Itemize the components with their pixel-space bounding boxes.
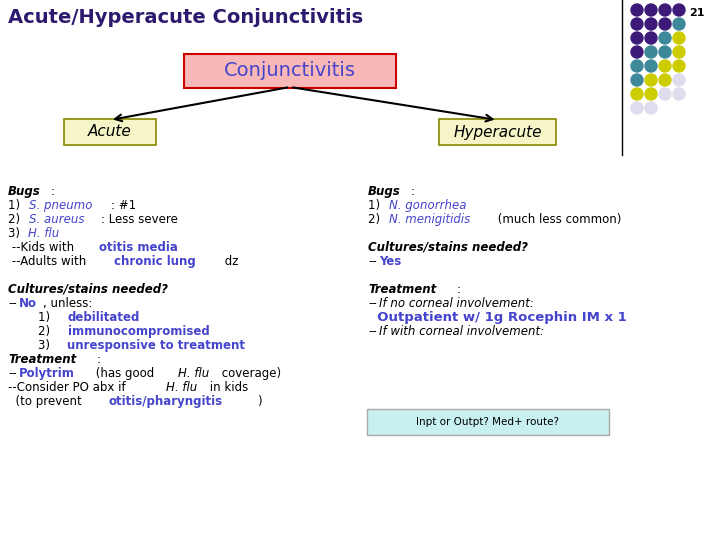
Text: : Less severe: : Less severe bbox=[101, 213, 178, 226]
Text: 1): 1) bbox=[368, 199, 384, 212]
Text: --: -- bbox=[368, 325, 377, 338]
Text: :: : bbox=[50, 185, 55, 198]
Circle shape bbox=[673, 88, 685, 100]
FancyBboxPatch shape bbox=[184, 54, 396, 88]
Circle shape bbox=[645, 46, 657, 58]
Circle shape bbox=[659, 60, 671, 72]
Circle shape bbox=[659, 18, 671, 30]
Text: Polytrim: Polytrim bbox=[19, 367, 75, 380]
Text: Acute: Acute bbox=[88, 125, 132, 139]
Text: N. menigitidis: N. menigitidis bbox=[389, 213, 470, 226]
Text: Treatment: Treatment bbox=[368, 283, 436, 296]
Circle shape bbox=[673, 4, 685, 16]
Text: coverage): coverage) bbox=[218, 367, 282, 380]
Text: 1): 1) bbox=[8, 311, 54, 324]
Text: :: : bbox=[410, 185, 415, 198]
Text: Cultures/stains needed?: Cultures/stains needed? bbox=[8, 283, 168, 296]
Text: 3): 3) bbox=[8, 339, 54, 352]
Circle shape bbox=[673, 32, 685, 44]
Text: : #1: : #1 bbox=[111, 199, 136, 212]
Circle shape bbox=[673, 46, 685, 58]
Circle shape bbox=[659, 88, 671, 100]
Text: in kids: in kids bbox=[206, 381, 248, 394]
Circle shape bbox=[645, 74, 657, 86]
Circle shape bbox=[645, 60, 657, 72]
Text: 2): 2) bbox=[8, 325, 54, 338]
Text: 21: 21 bbox=[690, 8, 705, 18]
Text: 2): 2) bbox=[8, 213, 24, 226]
Text: 2): 2) bbox=[368, 213, 384, 226]
Circle shape bbox=[631, 32, 643, 44]
Circle shape bbox=[645, 4, 657, 16]
Text: otitis/pharyngitis: otitis/pharyngitis bbox=[109, 395, 222, 408]
Circle shape bbox=[659, 32, 671, 44]
Text: --Kids with: --Kids with bbox=[8, 241, 78, 254]
Circle shape bbox=[631, 4, 643, 16]
Text: Bugs: Bugs bbox=[8, 185, 41, 198]
FancyBboxPatch shape bbox=[64, 119, 156, 145]
Text: Bugs: Bugs bbox=[368, 185, 401, 198]
Text: --: -- bbox=[368, 297, 377, 310]
Text: otitis media: otitis media bbox=[99, 241, 178, 254]
Circle shape bbox=[673, 74, 685, 86]
Circle shape bbox=[673, 18, 685, 30]
Text: --Adults with: --Adults with bbox=[8, 255, 90, 268]
Circle shape bbox=[631, 102, 643, 114]
Text: H. flu: H. flu bbox=[178, 367, 209, 380]
Text: N. gonorrhea: N. gonorrhea bbox=[389, 199, 466, 212]
Circle shape bbox=[645, 32, 657, 44]
Text: debilitated: debilitated bbox=[68, 311, 140, 324]
Text: If no corneal involvement:: If no corneal involvement: bbox=[379, 297, 534, 310]
Text: Yes: Yes bbox=[379, 255, 402, 268]
Text: --Consider PO abx if: --Consider PO abx if bbox=[8, 381, 130, 394]
Text: 1): 1) bbox=[8, 199, 24, 212]
Circle shape bbox=[631, 60, 643, 72]
Text: unresponsive to treatment: unresponsive to treatment bbox=[68, 339, 246, 352]
Text: chronic lung: chronic lung bbox=[114, 255, 197, 268]
Circle shape bbox=[645, 88, 657, 100]
Text: S. pneumo: S. pneumo bbox=[29, 199, 92, 212]
Text: :: : bbox=[96, 353, 101, 366]
Text: No: No bbox=[19, 297, 37, 310]
Text: dz: dz bbox=[220, 255, 238, 268]
FancyBboxPatch shape bbox=[439, 119, 556, 145]
Circle shape bbox=[631, 88, 643, 100]
Circle shape bbox=[659, 4, 671, 16]
Text: :: : bbox=[456, 283, 461, 296]
Text: Hyperacute: Hyperacute bbox=[454, 125, 541, 139]
Text: --: -- bbox=[368, 255, 377, 268]
Text: H. flu: H. flu bbox=[29, 227, 60, 240]
Circle shape bbox=[631, 18, 643, 30]
Text: Treatment: Treatment bbox=[8, 353, 76, 366]
Text: Conjunctivitis: Conjunctivitis bbox=[224, 62, 356, 80]
Circle shape bbox=[645, 102, 657, 114]
Text: --: -- bbox=[8, 297, 17, 310]
Text: Cultures/stains needed?: Cultures/stains needed? bbox=[368, 241, 528, 254]
FancyBboxPatch shape bbox=[367, 409, 609, 435]
Circle shape bbox=[631, 46, 643, 58]
Text: If with corneal involvement:: If with corneal involvement: bbox=[379, 325, 544, 338]
Text: ): ) bbox=[257, 395, 261, 408]
Circle shape bbox=[673, 60, 685, 72]
Text: immunocompromised: immunocompromised bbox=[68, 325, 210, 338]
Text: 3): 3) bbox=[8, 227, 24, 240]
Circle shape bbox=[659, 46, 671, 58]
Circle shape bbox=[631, 74, 643, 86]
Text: H. flu: H. flu bbox=[166, 381, 197, 394]
Text: S. aureus: S. aureus bbox=[29, 213, 84, 226]
Text: (has good: (has good bbox=[92, 367, 158, 380]
Text: --: -- bbox=[8, 367, 17, 380]
Text: Outpatient w/ 1g Rocephin IM x 1: Outpatient w/ 1g Rocephin IM x 1 bbox=[368, 311, 626, 324]
Text: , unless:: , unless: bbox=[42, 297, 92, 310]
Circle shape bbox=[645, 18, 657, 30]
Text: Inpt or Outpt? Med+ route?: Inpt or Outpt? Med+ route? bbox=[416, 417, 559, 427]
Text: (much less common): (much less common) bbox=[494, 213, 621, 226]
Text: Acute/Hyperacute Conjunctivitis: Acute/Hyperacute Conjunctivitis bbox=[8, 8, 363, 27]
Circle shape bbox=[659, 74, 671, 86]
Text: (to prevent: (to prevent bbox=[8, 395, 86, 408]
